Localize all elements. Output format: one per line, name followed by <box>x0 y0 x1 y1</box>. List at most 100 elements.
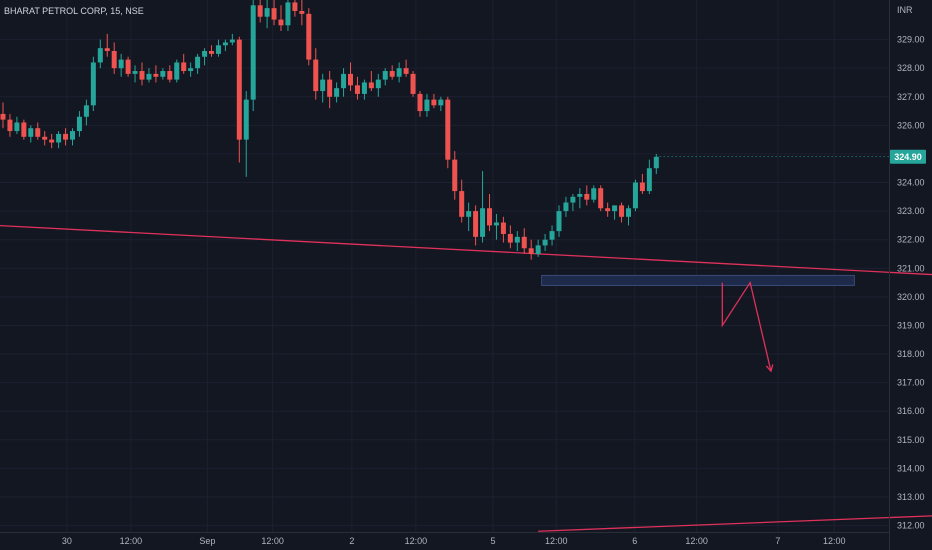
candle[interactable] <box>63 128 69 146</box>
candle[interactable] <box>56 131 62 149</box>
candle[interactable] <box>410 71 416 97</box>
time-axis[interactable]: 30 12:00 Sep 12:00 2 12:00 5 12:00 6 12:00 7 12:00 <box>62 536 846 546</box>
candle[interactable] <box>619 202 625 223</box>
candle[interactable] <box>28 125 34 143</box>
candle[interactable] <box>153 65 159 83</box>
candle[interactable] <box>49 133 55 149</box>
candle[interactable] <box>431 93 437 109</box>
candle[interactable] <box>327 71 333 109</box>
candle[interactable] <box>473 205 479 246</box>
candle[interactable] <box>612 205 618 220</box>
candle[interactable] <box>361 79 367 100</box>
candle[interactable] <box>111 42 117 74</box>
candle[interactable] <box>507 225 513 249</box>
candle[interactable] <box>354 76 360 100</box>
candle[interactable] <box>396 62 402 83</box>
candle[interactable] <box>368 71 374 92</box>
candle[interactable] <box>195 53 201 74</box>
candle[interactable] <box>243 91 249 177</box>
candle[interactable] <box>528 239 534 260</box>
candle[interactable] <box>35 122 41 140</box>
candle[interactable] <box>139 62 145 86</box>
candle[interactable] <box>306 8 312 66</box>
candle[interactable] <box>76 111 82 137</box>
candle[interactable] <box>118 53 124 77</box>
candle[interactable] <box>639 173 645 194</box>
candle[interactable] <box>445 96 451 169</box>
candle[interactable] <box>0 102 6 129</box>
lower-trendline[interactable] <box>538 514 932 532</box>
candle[interactable] <box>70 128 75 146</box>
candle[interactable] <box>202 48 208 66</box>
candle[interactable] <box>7 113 13 137</box>
projection-path[interactable] <box>721 280 772 372</box>
candle[interactable] <box>167 65 173 83</box>
candle[interactable] <box>320 73 326 103</box>
candle[interactable] <box>42 131 48 146</box>
candle[interactable] <box>209 45 214 57</box>
candle[interactable] <box>459 179 465 223</box>
candle[interactable] <box>257 0 263 23</box>
candle[interactable] <box>452 151 458 200</box>
candle[interactable] <box>626 205 631 226</box>
candles-layer[interactable] <box>0 0 659 260</box>
candle[interactable] <box>584 185 590 206</box>
candle[interactable] <box>424 93 430 117</box>
drawing-layer[interactable] <box>0 224 932 532</box>
candle[interactable] <box>341 68 347 97</box>
support-trendline[interactable] <box>0 224 932 276</box>
candle[interactable] <box>21 119 27 140</box>
candle[interactable] <box>125 56 131 77</box>
candle[interactable] <box>438 96 444 112</box>
candle[interactable] <box>605 202 611 217</box>
candle[interactable] <box>563 196 569 217</box>
candle[interactable] <box>389 65 395 80</box>
candle[interactable] <box>403 59 409 77</box>
candle[interactable] <box>90 56 96 112</box>
candle[interactable] <box>521 228 527 254</box>
candle[interactable] <box>348 62 353 92</box>
candle[interactable] <box>285 0 291 32</box>
candle[interactable] <box>146 68 152 83</box>
candle[interactable] <box>229 33 235 46</box>
candle[interactable] <box>466 202 472 232</box>
candle[interactable] <box>570 193 576 212</box>
candle[interactable] <box>598 185 604 212</box>
candle[interactable] <box>493 213 499 240</box>
candle[interactable] <box>188 62 194 77</box>
candle[interactable] <box>375 73 381 97</box>
candle[interactable] <box>14 116 20 134</box>
candle[interactable] <box>591 185 597 203</box>
candle[interactable] <box>97 39 103 69</box>
candle[interactable] <box>174 59 180 83</box>
candle[interactable] <box>577 188 583 209</box>
candle[interactable] <box>160 68 166 80</box>
candle[interactable] <box>542 233 548 252</box>
candle[interactable] <box>222 39 228 52</box>
candle[interactable] <box>271 0 277 26</box>
candle[interactable] <box>278 5 284 32</box>
candle[interactable] <box>215 39 221 57</box>
candle[interactable] <box>653 153 659 174</box>
candle[interactable] <box>632 179 638 212</box>
candle[interactable] <box>646 159 652 194</box>
candle[interactable] <box>132 65 138 83</box>
candle[interactable] <box>299 0 305 26</box>
candle[interactable] <box>382 68 388 86</box>
candle[interactable] <box>83 99 89 126</box>
candle[interactable] <box>417 91 423 117</box>
candle[interactable] <box>264 0 270 29</box>
candle[interactable] <box>250 0 256 112</box>
candle[interactable] <box>334 82 340 103</box>
candle[interactable] <box>236 36 242 163</box>
candle[interactable] <box>535 239 541 257</box>
demand-zone-rectangle[interactable] <box>541 274 855 286</box>
candle[interactable] <box>549 225 555 246</box>
candle[interactable] <box>480 171 486 243</box>
candle[interactable] <box>292 0 298 17</box>
candle[interactable] <box>313 48 319 100</box>
candle[interactable] <box>556 205 562 237</box>
candle[interactable] <box>104 33 110 57</box>
candle[interactable] <box>514 231 520 252</box>
